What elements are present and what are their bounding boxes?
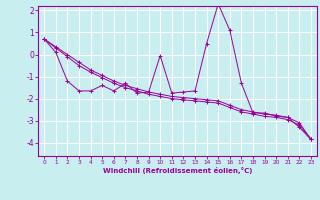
X-axis label: Windchill (Refroidissement éolien,°C): Windchill (Refroidissement éolien,°C) [103, 167, 252, 174]
